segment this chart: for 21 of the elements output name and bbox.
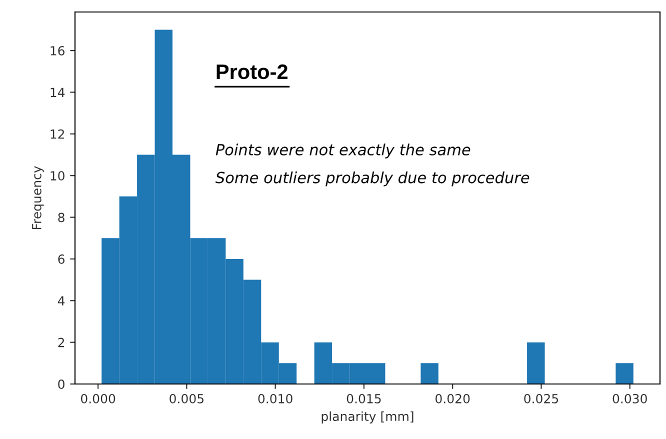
y-tick-label: 6	[58, 254, 64, 264]
x-tick-label: 0.025	[524, 394, 558, 404]
y-tick-label: 10	[50, 171, 64, 181]
y-tick-label: 0	[58, 379, 64, 389]
y-tick-label: 4	[58, 296, 65, 306]
x-axis-title: planarity [mm]	[322, 411, 414, 424]
y-tick-label: 2	[58, 338, 64, 348]
annotation: Some outliers probably due to procedure	[215, 172, 530, 186]
y-tick-label: 8	[58, 212, 64, 222]
annotation: Points were not exactly the same	[216, 144, 470, 158]
y-tick-label: 14	[50, 88, 65, 97]
x-tick-label: 0.020	[436, 394, 470, 404]
x-tick-label: 0.015	[346, 394, 381, 404]
y-tick-label: 16	[50, 46, 64, 56]
y-axis-title: Frequency	[32, 166, 44, 230]
y-tick-label: 12	[50, 129, 64, 139]
x-tick-label: 0.030	[612, 394, 647, 404]
x-tick-label: 0.005	[170, 394, 204, 404]
annotation: Proto-2	[216, 64, 288, 80]
x-tick-label: 0.000	[80, 394, 116, 404]
x-tick-label: 0.010	[258, 394, 292, 404]
